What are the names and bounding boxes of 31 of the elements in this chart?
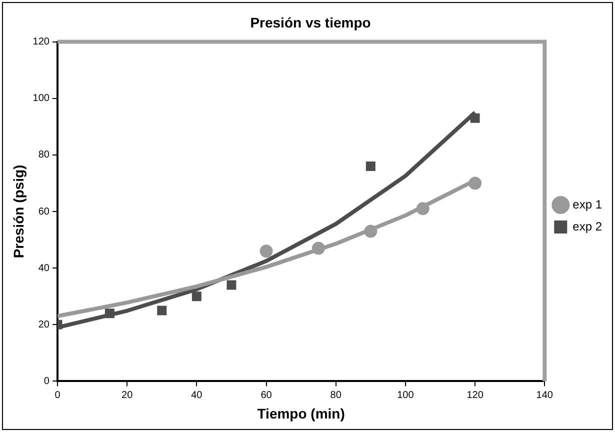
point: [260, 244, 273, 258]
x-tick-label: 140: [536, 390, 554, 401]
x-tick-label: 80: [330, 390, 342, 401]
y-tick-label: 60: [38, 206, 50, 218]
x-tick-label: 120: [466, 390, 484, 401]
point: [416, 202, 430, 216]
point: [312, 242, 325, 255]
point: [470, 113, 480, 123]
point: [468, 176, 482, 190]
point: [366, 162, 376, 171]
point: [157, 306, 167, 316]
point: [104, 308, 114, 318]
y-tick-label: 80: [38, 150, 50, 161]
x-tick-label: 60: [260, 390, 272, 401]
point: [364, 224, 378, 238]
point: [192, 292, 202, 302]
y-tick-label: 120: [32, 36, 50, 48]
x-tick-label: 0: [54, 390, 61, 401]
y-tick-label: 100: [32, 93, 50, 104]
x-tick-label: 40: [191, 390, 203, 401]
x-axis-title: Tiempo (min): [257, 405, 345, 422]
y-axis-title: Presión (psig): [10, 164, 26, 258]
point: [226, 280, 236, 290]
legend-label: exp 1: [572, 197, 602, 212]
x-tick-label: 100: [397, 390, 414, 401]
y-tick-label: 20: [38, 319, 50, 330]
x-tick-label: 20: [122, 390, 134, 401]
y-tick-label: 40: [38, 262, 50, 274]
chart-title: Presión vs tiempo: [250, 14, 371, 30]
y-tick-label: 0: [44, 376, 50, 387]
legend-label: exp 2: [572, 219, 602, 234]
